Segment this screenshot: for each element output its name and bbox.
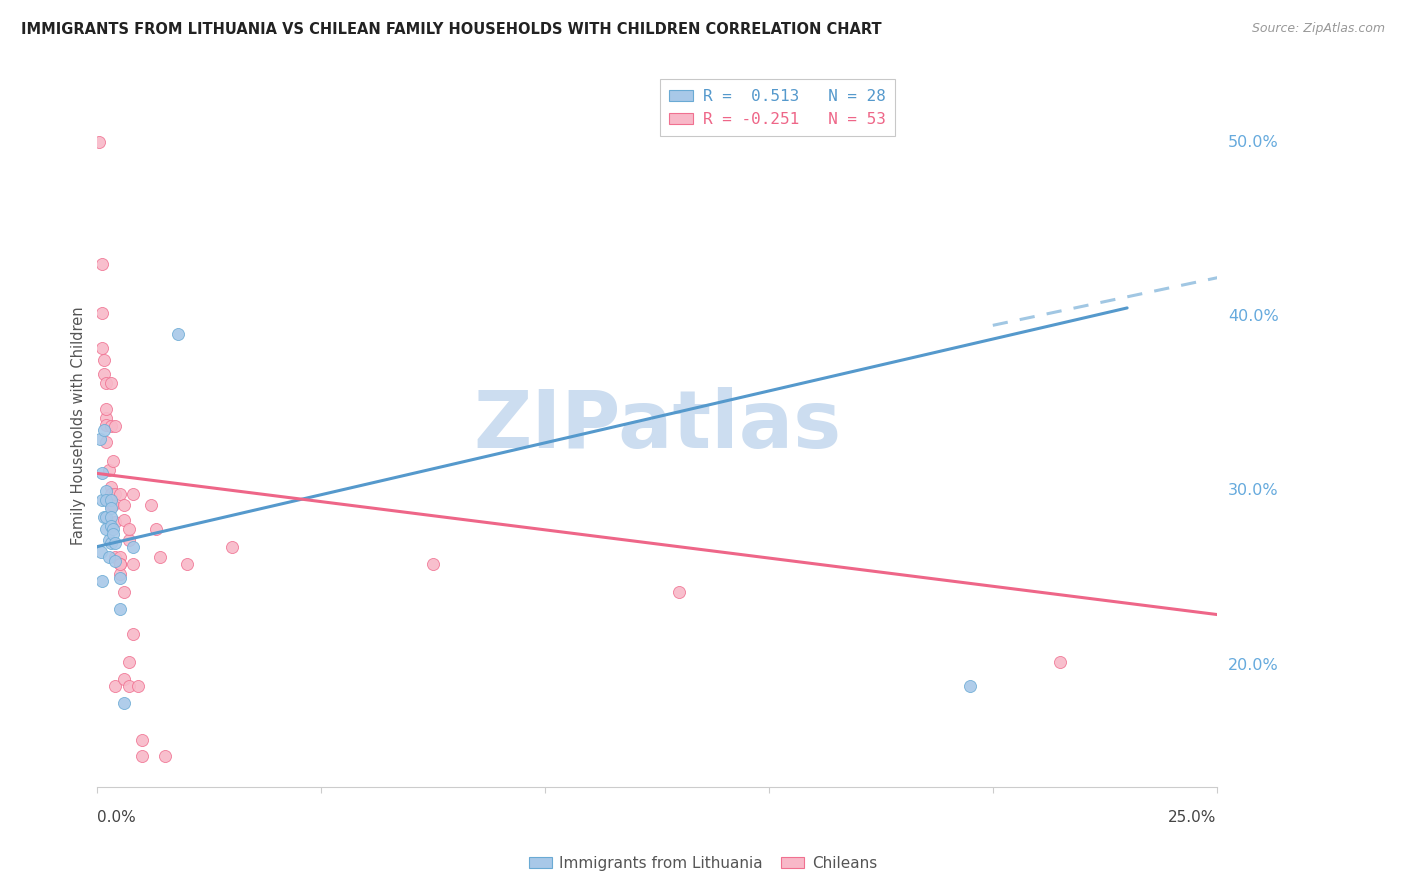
Point — [96, 401, 118, 416]
Point — [90, 574, 112, 589]
Point — [176, 557, 198, 571]
Point — [101, 498, 124, 512]
Point — [122, 540, 145, 554]
Text: Source: ZipAtlas.com: Source: ZipAtlas.com — [1251, 22, 1385, 36]
Point — [100, 536, 122, 550]
Point — [1049, 655, 1071, 669]
Point — [101, 527, 124, 541]
Point — [112, 585, 135, 599]
Point — [127, 679, 149, 693]
Point — [96, 376, 118, 390]
Point — [93, 353, 115, 368]
Point — [96, 483, 118, 498]
Text: ZIPatlas: ZIPatlas — [472, 386, 841, 465]
Point — [118, 522, 141, 536]
Point — [93, 367, 115, 381]
Point — [149, 549, 172, 564]
Text: 40.0%: 40.0% — [1227, 310, 1278, 324]
Point — [96, 417, 118, 432]
Point — [97, 533, 120, 547]
Text: 0.0%: 0.0% — [97, 810, 136, 824]
Y-axis label: Family Households with Children: Family Households with Children — [72, 306, 86, 545]
Point — [100, 419, 122, 434]
Point — [167, 327, 190, 342]
Point — [145, 522, 167, 536]
Point — [122, 487, 145, 501]
Point — [131, 733, 153, 747]
Point — [96, 510, 118, 524]
Point — [90, 545, 112, 559]
Point — [100, 510, 122, 524]
Point — [422, 557, 444, 571]
Point — [122, 557, 145, 571]
Point — [108, 602, 131, 616]
Point — [96, 522, 118, 536]
Point — [118, 533, 141, 547]
Point — [221, 540, 243, 554]
Point — [100, 487, 122, 501]
Point — [96, 435, 118, 450]
Point — [112, 697, 135, 711]
Point — [108, 549, 131, 564]
Point — [104, 679, 127, 693]
Text: 50.0%: 50.0% — [1227, 135, 1278, 150]
Point — [108, 571, 131, 585]
Point — [108, 557, 131, 571]
Point — [108, 557, 131, 571]
Point — [104, 515, 127, 529]
Text: IMMIGRANTS FROM LITHUANIA VS CHILEAN FAMILY HOUSEHOLDS WITH CHILDREN CORRELATION: IMMIGRANTS FROM LITHUANIA VS CHILEAN FAM… — [21, 22, 882, 37]
Point — [153, 748, 176, 763]
Point — [100, 480, 122, 494]
Point — [118, 655, 141, 669]
Point — [90, 341, 112, 355]
Point — [104, 487, 127, 501]
Point — [108, 567, 131, 582]
Point — [90, 257, 112, 271]
Legend: Immigrants from Lithuania, Chileans: Immigrants from Lithuania, Chileans — [523, 850, 883, 877]
Point — [89, 432, 111, 446]
Point — [87, 136, 110, 150]
Point — [101, 522, 124, 536]
Point — [104, 549, 127, 564]
Point — [104, 419, 127, 434]
Point — [112, 513, 135, 527]
Point — [93, 510, 115, 524]
Point — [104, 553, 127, 567]
Text: 25.0%: 25.0% — [1168, 810, 1216, 824]
Point — [112, 672, 135, 686]
Point — [97, 463, 120, 477]
Point — [100, 501, 122, 516]
Point — [96, 492, 118, 507]
Point — [112, 498, 135, 512]
Point — [96, 410, 118, 425]
Point — [122, 626, 145, 640]
Point — [97, 549, 120, 564]
Point — [959, 679, 981, 693]
Point — [100, 518, 122, 533]
Point — [131, 748, 153, 763]
Point — [100, 492, 122, 507]
Point — [90, 306, 112, 320]
Point — [139, 498, 162, 512]
Point — [118, 679, 141, 693]
Text: 20.0%: 20.0% — [1227, 657, 1278, 673]
Point — [90, 492, 112, 507]
Point — [668, 585, 690, 599]
Point — [100, 498, 122, 512]
Point — [90, 467, 112, 481]
Legend: R =  0.513   N = 28, R = -0.251   N = 53: R = 0.513 N = 28, R = -0.251 N = 53 — [659, 79, 896, 136]
Point — [108, 487, 131, 501]
Point — [93, 423, 115, 437]
Point — [104, 536, 127, 550]
Text: 30.0%: 30.0% — [1227, 483, 1278, 499]
Point — [101, 454, 124, 468]
Point — [100, 376, 122, 390]
